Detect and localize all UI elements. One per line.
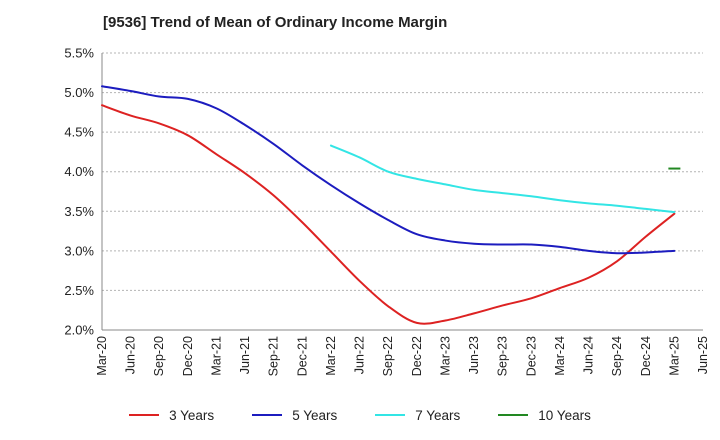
x-tick-label: Dec-21 [295,336,309,376]
x-tick-label: Jun-23 [467,336,481,374]
x-tick-label: Mar-21 [209,336,223,376]
y-tick-label: 5.0% [64,85,94,100]
legend-swatch [375,414,406,416]
legend: 3 Years 5 Years 7 Years 10 Years [0,404,720,426]
legend-item: 5 Years [252,404,337,426]
x-tick-label: Jun-24 [582,336,596,374]
series-lines [101,85,681,325]
x-tick-label: Dec-23 [524,336,538,376]
x-tick-label: Sep-22 [381,336,395,376]
legend-label: 5 Years [292,407,338,423]
x-tick-label: Mar-25 [667,336,681,376]
x-tick-label: Jun-25 [696,336,710,374]
x-tick-label: Sep-21 [267,336,281,376]
x-tick-labels: Mar-20 Jun-20 Sep-20 Dec-20 Mar-21 Jun-21 Sep-… [95,336,710,376]
x-tick-label: Sep-20 [152,336,166,376]
legend-label: 3 Years [169,407,215,423]
x-tick-label: Mar-20 [95,336,109,376]
legend-item: 7 Years [375,404,460,426]
x-tick-label: Sep-23 [496,336,510,376]
axes [101,53,703,331]
y-tick-label: 4.0% [64,164,94,179]
legend-swatch [252,414,283,416]
series-line-5-years [101,85,676,255]
series-line-3-years [101,104,676,325]
x-tick-label: Dec-20 [181,336,195,376]
y-tick-label: 3.5% [64,204,94,219]
y-tick-label: 3.0% [64,243,94,258]
x-tick-label: Jun-21 [238,336,252,374]
x-tick-label: Dec-24 [639,336,653,376]
chart-title: [9536] Trend of Mean of Ordinary Income … [103,14,448,31]
x-tick-label: Jun-20 [124,336,138,374]
y-tick-label: 4.5% [64,125,94,140]
legend-swatch [498,414,529,416]
y-tick-label: 5.5% [64,46,94,61]
y-tick-label: 2.0% [64,323,94,338]
y-tick-label: 2.5% [64,283,94,298]
x-tick-label: Mar-22 [324,336,338,376]
x-tick-label: Jun-22 [353,336,367,374]
legend-swatch [129,414,160,416]
legend-item: 3 Years [129,404,214,426]
legend-label: 10 Years [538,407,591,423]
y-tick-labels: 2.0% 2.5% 3.0% 3.5% 4.0% 4.5% 5.0% 5.5% [64,46,94,338]
x-tick-label: Mar-23 [438,336,452,376]
series-line-7-years [329,144,676,214]
x-tick-label: Mar-24 [553,336,567,376]
x-tick-label: Dec-22 [410,336,424,376]
x-tick-label: Sep-24 [610,336,624,376]
legend-label: 7 Years [415,407,461,423]
legend-item: 10 Years [498,404,591,426]
grid-lines [102,52,703,331]
